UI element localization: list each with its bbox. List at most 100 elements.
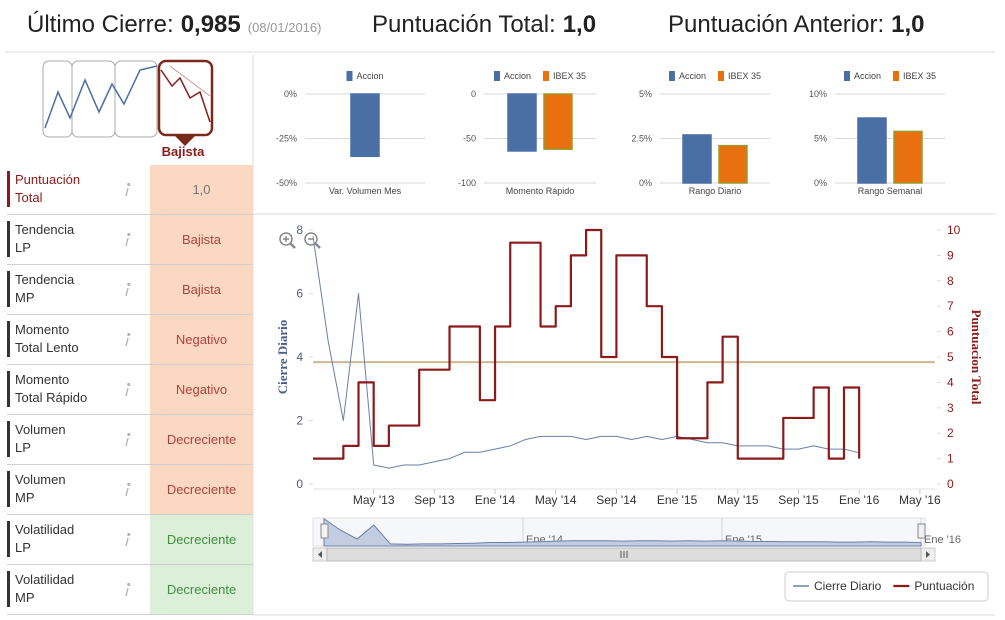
bar — [857, 117, 887, 184]
row-value-text: Negativo — [175, 382, 228, 397]
bar — [682, 134, 712, 184]
legend-swatch — [493, 71, 500, 81]
trend-sparkline-ref — [169, 65, 211, 97]
row-label-line: Total — [15, 190, 43, 205]
sidebar: Puntuación Total 1,0 Tendencia LP Bajista Tend… — [0, 0, 253, 620]
row-value-text: Negativo — [175, 332, 228, 347]
y-tick-label: 0 — [471, 89, 476, 99]
y-tick-label: 8 — [296, 223, 303, 237]
row-value-text: Decreciente — [166, 432, 237, 447]
header-label: Último Cierre: — [27, 11, 174, 38]
x-tick-label: Sep '15 — [778, 493, 819, 507]
y-tick-label: 0% — [284, 89, 297, 99]
row-label: Momento Total Rápido — [7, 371, 125, 407]
trend-sparkline-active — [160, 69, 211, 123]
row-value: Bajista — [150, 265, 253, 314]
x-tick-label: Sep '13 — [414, 493, 455, 507]
info-dot — [127, 432, 131, 437]
zoom-handle — [289, 242, 296, 249]
header-item: Puntuación Total: 1,0 — [372, 11, 596, 38]
info-icon — [125, 282, 131, 297]
info-stem — [125, 287, 129, 297]
row-separator — [7, 264, 253, 265]
y-tick-label: 10% — [809, 89, 827, 99]
info-icon — [125, 182, 131, 197]
info-dot — [127, 282, 131, 287]
x-tick-label: May '15 — [717, 493, 759, 507]
row-value-text: 1,0 — [192, 182, 211, 197]
row-label-line: MP — [15, 490, 35, 505]
header-label: Puntuación Anterior: — [668, 11, 884, 38]
row-label: Volatilidad MP — [7, 571, 125, 607]
info-stem — [125, 587, 129, 597]
legend-swatch — [668, 71, 675, 81]
trend-box — [114, 60, 158, 138]
scroll-right[interactable] — [926, 551, 930, 558]
row-label-line: Volatilidad — [15, 572, 75, 587]
header-value: 1,0 — [891, 11, 924, 38]
y-axis-title: Cierre Diario — [275, 320, 290, 394]
y-tick-label: 0% — [814, 178, 827, 188]
x-tick-label: Ene '14 — [475, 493, 516, 507]
row-label-line: LP — [15, 540, 31, 555]
legend-label: Accion — [504, 71, 531, 81]
info-dot — [127, 382, 131, 387]
row-label: Tendencia MP — [7, 271, 125, 307]
row-label-line: Tendencia — [15, 272, 75, 287]
x-tick-label: Sep '14 — [596, 493, 637, 507]
info-icon — [125, 532, 131, 547]
info-dot — [127, 582, 131, 587]
navigator-handle[interactable] — [917, 523, 926, 539]
row-separator — [7, 514, 253, 515]
y-tick-label: -50 — [463, 134, 476, 144]
header-value: 1,0 — [563, 11, 596, 38]
row-value: Decreciente — [150, 515, 253, 564]
info-dot — [127, 482, 131, 487]
zoom-button[interactable] — [279, 232, 296, 249]
row-label-line: MP — [15, 290, 35, 305]
series-line — [313, 228, 861, 460]
row-separator — [7, 364, 253, 365]
scroll-left[interactable] — [318, 551, 322, 558]
row-label-line: Momento — [15, 322, 70, 337]
info-icon — [125, 482, 131, 497]
info-dot — [127, 182, 131, 187]
x-tick-label: Ene '15 — [657, 493, 698, 507]
zoom-handle — [314, 242, 321, 249]
row-label-line: Total Rápido — [15, 390, 88, 405]
info-stem — [125, 387, 129, 397]
y-tick-label: 5% — [814, 134, 827, 144]
row-label: Volumen MP — [7, 471, 125, 507]
y-tick-label: 2.5% — [631, 134, 652, 144]
row-value: Negativo — [150, 365, 253, 414]
legend-label: IBEX 35 — [553, 71, 586, 81]
y2-tick-label: 6 — [947, 325, 954, 339]
zoom-button[interactable] — [304, 232, 321, 249]
info-icon — [125, 332, 131, 347]
bar — [350, 93, 380, 158]
navigator-handle[interactable] — [320, 523, 329, 539]
row-separator — [7, 564, 253, 565]
series-line — [312, 236, 860, 469]
y-tick-label: -25% — [276, 134, 297, 144]
y2-tick-label: 9 — [947, 248, 954, 262]
row-label: Momento Total Lento — [7, 321, 125, 357]
info-dot — [127, 232, 131, 237]
y2-tick-label: 0 — [947, 477, 954, 491]
navigator-area — [323, 517, 922, 547]
legend-label: Accion — [356, 71, 383, 81]
category-label: Momento Rápido — [506, 186, 575, 196]
category-label: Rango Semanal — [858, 186, 923, 196]
legend-label: Cierre Diario — [814, 579, 882, 593]
info-stem — [125, 537, 129, 547]
info-icon — [125, 432, 131, 447]
row-separator — [7, 414, 253, 415]
y2-tick-label: 1 — [947, 452, 954, 466]
bar — [507, 93, 537, 152]
row-label-line: Volumen — [15, 422, 66, 437]
trend-arrow — [174, 135, 196, 146]
